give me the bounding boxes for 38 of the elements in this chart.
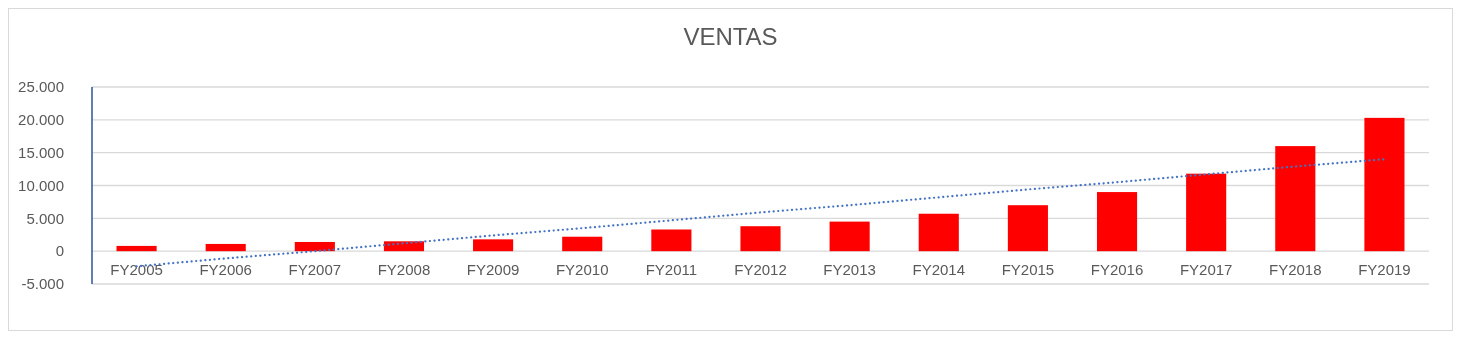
bar <box>1275 146 1316 252</box>
bar <box>918 213 959 252</box>
y-tick-label: 0 <box>55 242 64 260</box>
bar <box>651 229 692 252</box>
x-tick-label: FY2017 <box>1179 261 1233 279</box>
bar <box>116 245 157 252</box>
x-tick-label: FY2016 <box>1090 261 1144 279</box>
chart-title: VENTAS <box>683 23 778 50</box>
bar <box>562 236 603 252</box>
x-tick-label: FY2015 <box>1001 261 1055 279</box>
y-tick-label: 5.000 <box>26 209 64 227</box>
x-tick-label: FY2011 <box>645 261 698 279</box>
bar <box>1007 205 1048 252</box>
bar <box>740 226 781 252</box>
y-tick-label: 25.000 <box>18 78 64 96</box>
x-tick-label: FY2019 <box>1358 261 1411 279</box>
x-tick-label: FY2007 <box>288 261 342 279</box>
bar <box>205 243 246 252</box>
x-tick-label: FY2012 <box>734 261 787 279</box>
x-tick-label: FY2013 <box>823 261 876 279</box>
bar <box>473 239 514 252</box>
x-tick-label: FY2006 <box>199 261 252 279</box>
x-tick-label: FY2018 <box>1269 261 1322 279</box>
bar <box>1364 117 1405 252</box>
x-tick-label: FY2009 <box>466 261 520 279</box>
y-tick-label: 10.000 <box>18 176 64 194</box>
bar <box>1186 173 1227 252</box>
bar <box>294 241 335 252</box>
x-tick-label: FY2010 <box>555 261 609 279</box>
y-tick-label: -5.000 <box>21 275 64 293</box>
y-tick-label: 20.000 <box>18 111 64 129</box>
x-tick-label: FY2014 <box>912 261 966 279</box>
x-tick-label: FY2008 <box>377 261 431 279</box>
bar <box>829 221 870 252</box>
y-tick-label: 15.000 <box>18 143 64 161</box>
bar <box>1096 192 1138 252</box>
x-tick-label: FY2005 <box>110 261 163 279</box>
bar <box>383 241 425 252</box>
